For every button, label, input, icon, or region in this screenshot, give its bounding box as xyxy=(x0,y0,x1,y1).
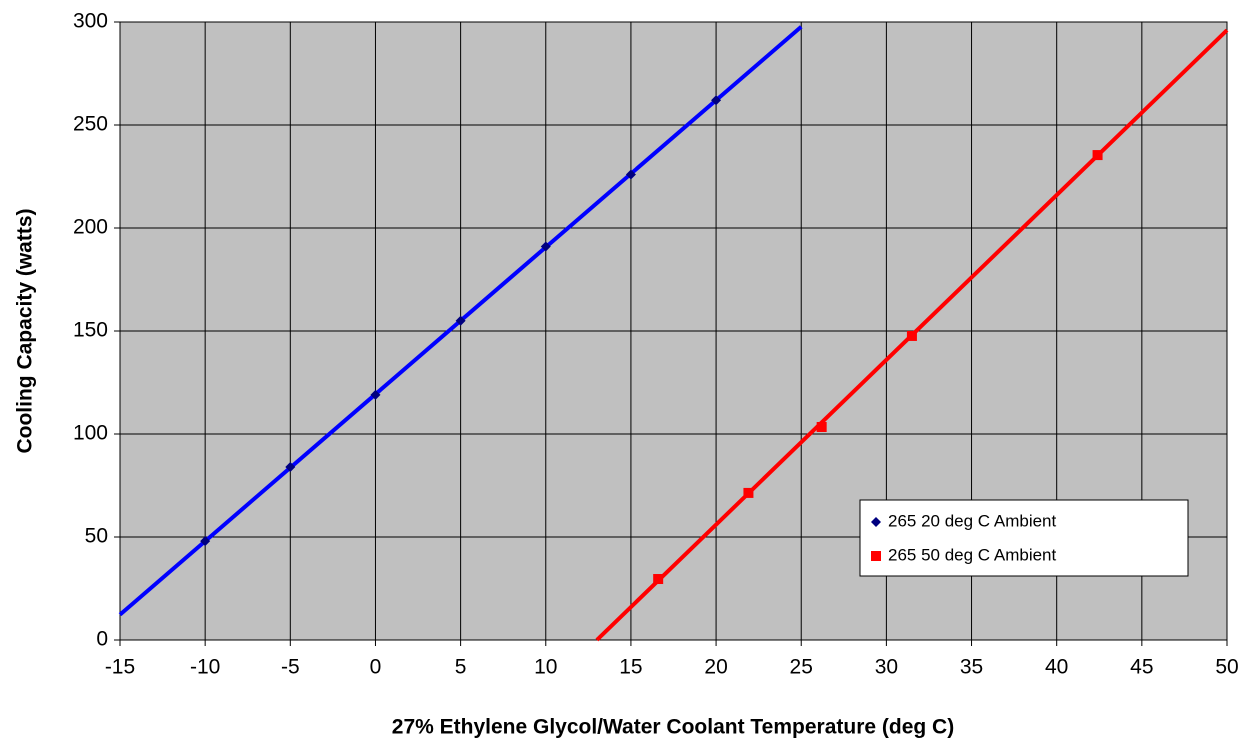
x-tick-label: 20 xyxy=(704,656,727,679)
marker xyxy=(743,487,754,498)
plot-border xyxy=(119,21,1228,641)
marker xyxy=(871,551,881,561)
x-axis-label: 27% Ethylene Glycol/Water Coolant Temper… xyxy=(392,716,954,739)
marker xyxy=(200,536,211,547)
y-tick-label: 300 xyxy=(73,10,108,33)
y-tick-label: 50 xyxy=(85,525,108,548)
y-tick-label: 100 xyxy=(73,422,108,445)
marker xyxy=(816,421,827,432)
marker xyxy=(455,315,466,326)
legend xyxy=(859,499,1189,577)
x-tick-label: 40 xyxy=(1045,656,1068,679)
marker xyxy=(906,330,917,341)
y-tick-label: 0 xyxy=(96,628,108,651)
x-tick-label: 50 xyxy=(1215,656,1238,679)
y-tick-label: 200 xyxy=(73,216,108,239)
x-tick-label: -5 xyxy=(281,656,300,679)
marker xyxy=(711,95,722,106)
x-tick-label: 10 xyxy=(534,656,557,679)
legend-label: 265 20 deg C Ambient xyxy=(888,511,1057,530)
marker xyxy=(540,241,551,252)
x-tick-label: 15 xyxy=(619,656,642,679)
x-tick-label: 45 xyxy=(1130,656,1153,679)
x-tick-label: 30 xyxy=(875,656,898,679)
x-tick-label: 35 xyxy=(960,656,983,679)
y-axis-label: Cooling Capacity (watts) xyxy=(14,208,37,453)
legend-label: 265 50 deg C Ambient xyxy=(888,545,1057,564)
x-tick-label: 5 xyxy=(455,656,467,679)
y-tick-label: 250 xyxy=(73,113,108,136)
marker xyxy=(871,517,881,527)
x-tick-label: 25 xyxy=(790,656,813,679)
marker xyxy=(653,574,664,585)
x-tick-label: -10 xyxy=(190,656,220,679)
marker xyxy=(370,389,381,400)
x-tick-label: -15 xyxy=(105,656,135,679)
y-tick-label: 150 xyxy=(73,319,108,342)
marker xyxy=(1092,150,1103,161)
x-tick-label: 0 xyxy=(370,656,382,679)
marker xyxy=(285,461,296,472)
marker xyxy=(625,169,636,180)
